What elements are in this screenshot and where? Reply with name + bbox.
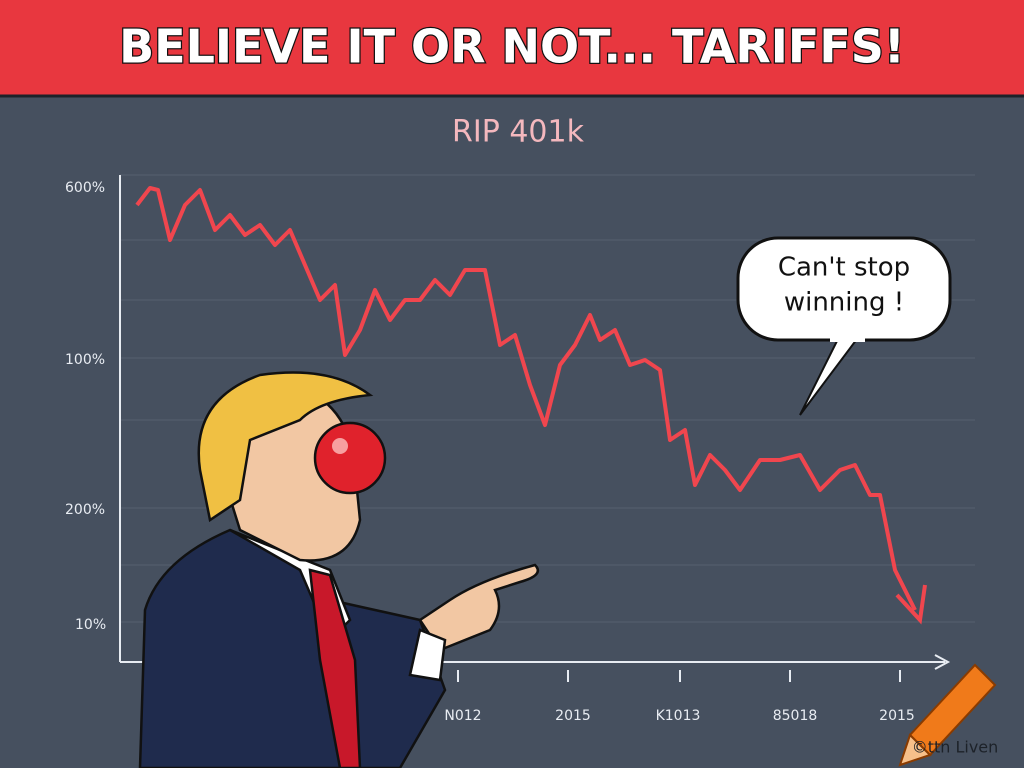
x-label: N012 xyxy=(444,708,481,724)
speech-bubble: Can't stop winning ! xyxy=(736,236,952,416)
y-label: 200% xyxy=(65,502,105,518)
chart-subtitle: RIP 401k xyxy=(452,115,585,150)
y-label: 600% xyxy=(65,180,105,196)
speech-line: Can't stop xyxy=(778,253,910,283)
x-label: 2015 xyxy=(555,708,591,724)
crayon-icon xyxy=(898,663,997,767)
banner xyxy=(0,0,1024,95)
y-label: 10% xyxy=(75,617,106,633)
x-label: K1013 xyxy=(656,708,701,724)
y-label: 100% xyxy=(65,352,105,368)
x-label: 85018 xyxy=(773,708,818,724)
banner-title: BELIEVE IT OR NOT... TARIFFS! xyxy=(119,20,905,74)
x-label: 2015 xyxy=(879,708,915,724)
x-ticks xyxy=(457,670,901,682)
decline-line xyxy=(135,186,917,611)
watermark: ©ttn Liven xyxy=(912,738,999,757)
caricature xyxy=(138,371,540,768)
x-axis-arrow xyxy=(934,654,951,670)
speech-line: winning ! xyxy=(784,288,904,318)
decline-arrow xyxy=(895,584,927,625)
